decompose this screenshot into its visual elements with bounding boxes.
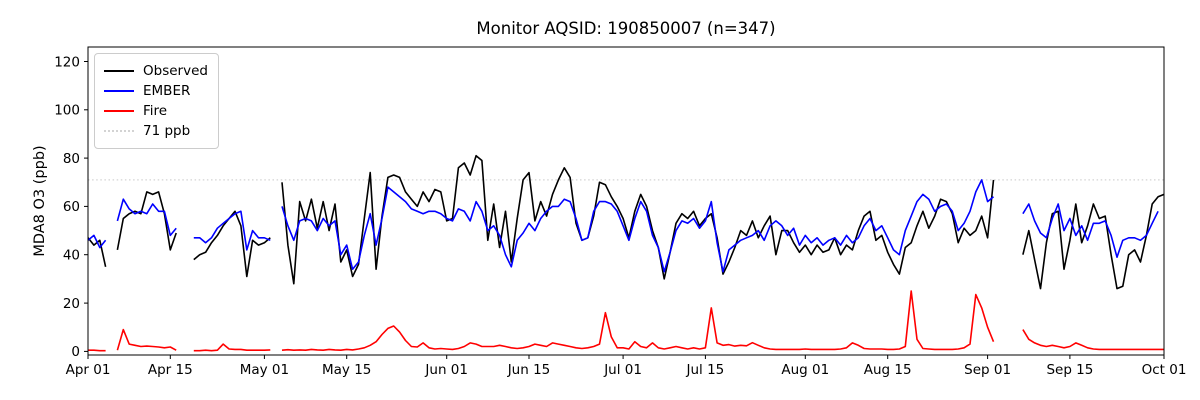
legend-line-swatch (104, 70, 134, 72)
legend-box: Observed EMBER Fire 71 ppb (94, 53, 219, 149)
legend-line-swatch (104, 90, 134, 92)
x-tick-label: Apr 15 (148, 362, 193, 378)
legend-line-swatch (104, 110, 134, 112)
legend-item-71-ppb: 71 ppb (104, 121, 208, 141)
y-tick-label: 120 (54, 54, 80, 70)
y-tick-label: 100 (54, 103, 80, 119)
legend-dotted-line-swatch (104, 130, 134, 132)
ember-line (87, 179, 1159, 273)
y-tick-label: 80 (63, 151, 80, 167)
y-tick-label: 40 (63, 248, 80, 264)
x-tick-label: Aug 15 (864, 362, 912, 378)
legend-item-observed: Observed (104, 61, 208, 81)
x-tick-label: Jul 15 (686, 362, 725, 378)
legend-label: Fire (143, 103, 168, 119)
x-tick-label: Jun 01 (424, 362, 468, 378)
legend-label: EMBER (143, 83, 191, 99)
chart-title: Monitor AQSID: 190850007 (n=347) (476, 19, 775, 38)
x-tick-label: May 15 (322, 362, 371, 378)
x-tick-label: Sep 15 (1046, 362, 1093, 378)
plot-border (87, 46, 1165, 356)
x-tick-label: Jul 01 (603, 362, 642, 378)
fire-line (88, 290, 1164, 352)
y-tick-label: 0 (71, 344, 80, 360)
legend-label: 71 ppb (143, 123, 191, 139)
x-tick-label: May 01 (240, 362, 289, 378)
x-tick-label: Oct 01 (1142, 362, 1187, 378)
y-tick-label: 60 (63, 199, 80, 215)
y-axis-label: MDA8 O3 (ppb) (32, 145, 48, 256)
observed-line (87, 154, 1165, 290)
x-tick-label: Apr 01 (66, 362, 111, 378)
x-tick-label: Aug 01 (781, 362, 829, 378)
legend-item-fire: Fire (104, 101, 208, 121)
legend-label: Observed (143, 63, 208, 79)
legend-item-ember: EMBER (104, 81, 208, 101)
x-tick-label: Sep 01 (964, 362, 1011, 378)
x-tick-label: Jun 15 (507, 362, 551, 378)
y-tick-label: 20 (63, 296, 80, 312)
